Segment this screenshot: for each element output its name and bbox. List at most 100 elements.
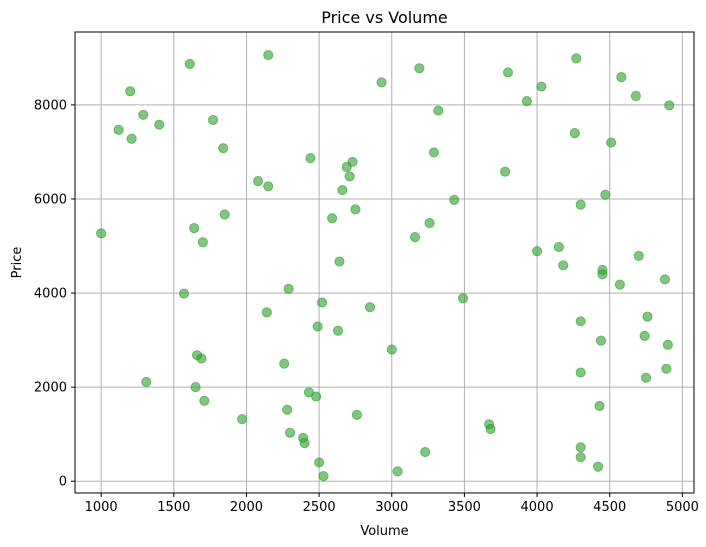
data-point (531, 246, 543, 257)
data-point (424, 217, 435, 229)
data-point (502, 67, 514, 78)
y-tick-label: 4000 (34, 287, 67, 302)
data-point (126, 133, 137, 144)
data-point (569, 128, 580, 139)
data-point (662, 339, 673, 350)
data-point (263, 181, 274, 192)
data-point (553, 241, 564, 253)
data-point (595, 335, 607, 346)
x-tick-label: 1000 (85, 500, 118, 515)
data-points (96, 49, 675, 482)
data-point (433, 105, 444, 116)
data-point (125, 86, 136, 97)
data-point (606, 137, 617, 148)
data-point (263, 49, 274, 61)
data-point (592, 461, 604, 472)
data-point (614, 279, 625, 290)
y-tick-label: 8000 (34, 98, 67, 113)
data-point (237, 414, 248, 425)
data-point (154, 119, 165, 130)
grid (75, 32, 694, 493)
data-point (536, 81, 547, 92)
data-point (196, 353, 207, 364)
data-point (457, 293, 469, 304)
data-point (197, 237, 208, 248)
data-point (600, 189, 611, 200)
data-point (299, 438, 310, 449)
x-tick-label: 2500 (303, 500, 336, 515)
data-point (351, 409, 362, 421)
data-point (386, 344, 397, 355)
data-point (409, 231, 421, 243)
data-point (571, 53, 582, 64)
data-point (141, 376, 152, 388)
data-point (334, 256, 345, 267)
data-point (207, 114, 219, 126)
data-point (364, 302, 376, 313)
y-tick-label: 2000 (34, 381, 67, 396)
data-point (594, 400, 605, 412)
data-point (327, 213, 338, 224)
data-point (316, 297, 328, 308)
data-point (392, 466, 403, 477)
data-point (500, 166, 511, 177)
data-point (664, 100, 675, 111)
y-axis-label: Price (10, 247, 25, 279)
y-tick-label: 6000 (34, 192, 67, 207)
plot-frame (74, 31, 695, 494)
data-point (376, 77, 387, 88)
data-point (575, 452, 586, 463)
data-point (284, 427, 296, 438)
data-point (640, 372, 652, 383)
data-point (337, 184, 348, 196)
data-point (219, 209, 230, 220)
data-point (428, 147, 440, 158)
data-point (314, 457, 325, 468)
x-tick-label: 2000 (230, 500, 263, 515)
data-point (350, 204, 361, 215)
data-point (521, 96, 532, 107)
data-point (332, 325, 344, 336)
data-point (283, 283, 294, 294)
x-tick-label: 1500 (157, 500, 190, 515)
x-tick-label: 4500 (593, 500, 626, 515)
data-point (138, 109, 149, 120)
data-point (347, 156, 358, 167)
data-point (113, 124, 124, 135)
data-point (344, 171, 355, 182)
data-point (630, 90, 641, 102)
data-point (311, 391, 322, 402)
data-point (199, 395, 210, 406)
data-point (318, 470, 329, 482)
data-point (261, 307, 272, 318)
data-point (485, 423, 496, 435)
data-point (414, 63, 425, 74)
data-point (96, 228, 107, 239)
data-point (420, 446, 431, 458)
data-point (661, 363, 672, 374)
data-point (575, 442, 586, 453)
data-point (575, 316, 586, 327)
data-point (305, 152, 316, 164)
y-tick-label: 0 (59, 475, 67, 490)
data-point (252, 176, 264, 187)
data-point (642, 311, 653, 322)
x-axis-label: Volume (360, 524, 408, 539)
x-tick-label: 3000 (375, 500, 408, 515)
data-point (189, 223, 200, 234)
x-tick-label: 4000 (521, 500, 554, 515)
x-tick-label: 5000 (666, 500, 699, 515)
data-point (558, 260, 569, 271)
data-point (178, 288, 190, 299)
data-point (449, 194, 460, 206)
axis-ticks: 1000 1500 2000 2500 3000 3500 4000 4500 5000 0 200… (34, 98, 699, 515)
data-point (282, 404, 293, 415)
data-point (190, 382, 201, 393)
x-tick-label: 3500 (448, 500, 481, 515)
data-point (633, 250, 644, 262)
data-point (639, 330, 650, 341)
data-point (575, 367, 586, 378)
data-point (616, 72, 627, 83)
data-point (597, 269, 608, 280)
